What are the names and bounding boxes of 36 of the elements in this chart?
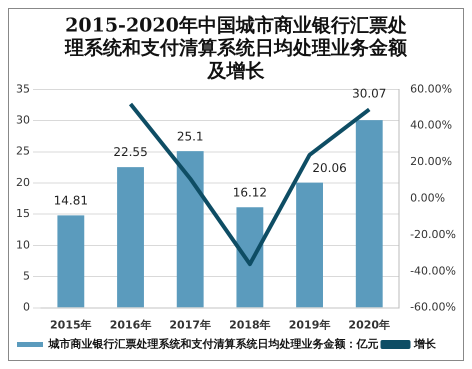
- bar: [176, 151, 204, 308]
- data-label: 22.55: [113, 145, 148, 160]
- bar: [236, 207, 264, 308]
- bar: [57, 215, 84, 308]
- y2-tick-label: 20.00%: [410, 155, 452, 168]
- x-tick-label: 2015年: [50, 318, 92, 332]
- y-tick-label: 15: [16, 207, 30, 220]
- y-tick-label: 10: [16, 238, 30, 252]
- y2-tick-label: 40.00%: [410, 118, 452, 132]
- bar: [296, 182, 323, 308]
- x-tick-label: 2016年: [110, 318, 152, 332]
- x-tick-label: 2018年: [229, 318, 271, 332]
- data-label: 14.81: [54, 194, 88, 208]
- legend-label: 增长: [413, 337, 437, 350]
- data-label: 20.06: [312, 160, 347, 175]
- y2-tick-label: -20.00%: [410, 228, 456, 241]
- y2-tick-label: 0.00%: [410, 191, 446, 204]
- y2-tick-label: -40.00%: [410, 264, 456, 278]
- bar: [117, 167, 144, 308]
- bar: [356, 120, 383, 308]
- legend-label: 城市商业银行汇票处理系统和支付清算系统日均处理业务金额：亿元: [48, 337, 378, 350]
- chart-title: 2015-2020年中国城市商业银行汇票处理系统和支付清算系统日均处理业务金额及增长: [64, 14, 408, 82]
- y-tick-label: 20: [16, 176, 30, 189]
- x-tick-label: 2017年: [169, 318, 212, 332]
- y-tick-label: 0: [22, 300, 30, 314]
- y-tick-label: 30: [16, 113, 30, 126]
- x-tick-label: 2019年: [288, 318, 330, 332]
- data-label: 30.07: [352, 86, 386, 100]
- y2-tick-label: 60.00%: [410, 82, 452, 96]
- y-tick-label: 5: [22, 269, 30, 282]
- x-tick-label: 2020年: [348, 318, 390, 332]
- y-tick-label: 25: [16, 144, 30, 158]
- y-tick-label: 35: [16, 82, 30, 96]
- data-label: 16.12: [232, 185, 268, 200]
- data-label: 25.1: [176, 129, 204, 144]
- y2-tick-label: -60.00%: [410, 300, 456, 314]
